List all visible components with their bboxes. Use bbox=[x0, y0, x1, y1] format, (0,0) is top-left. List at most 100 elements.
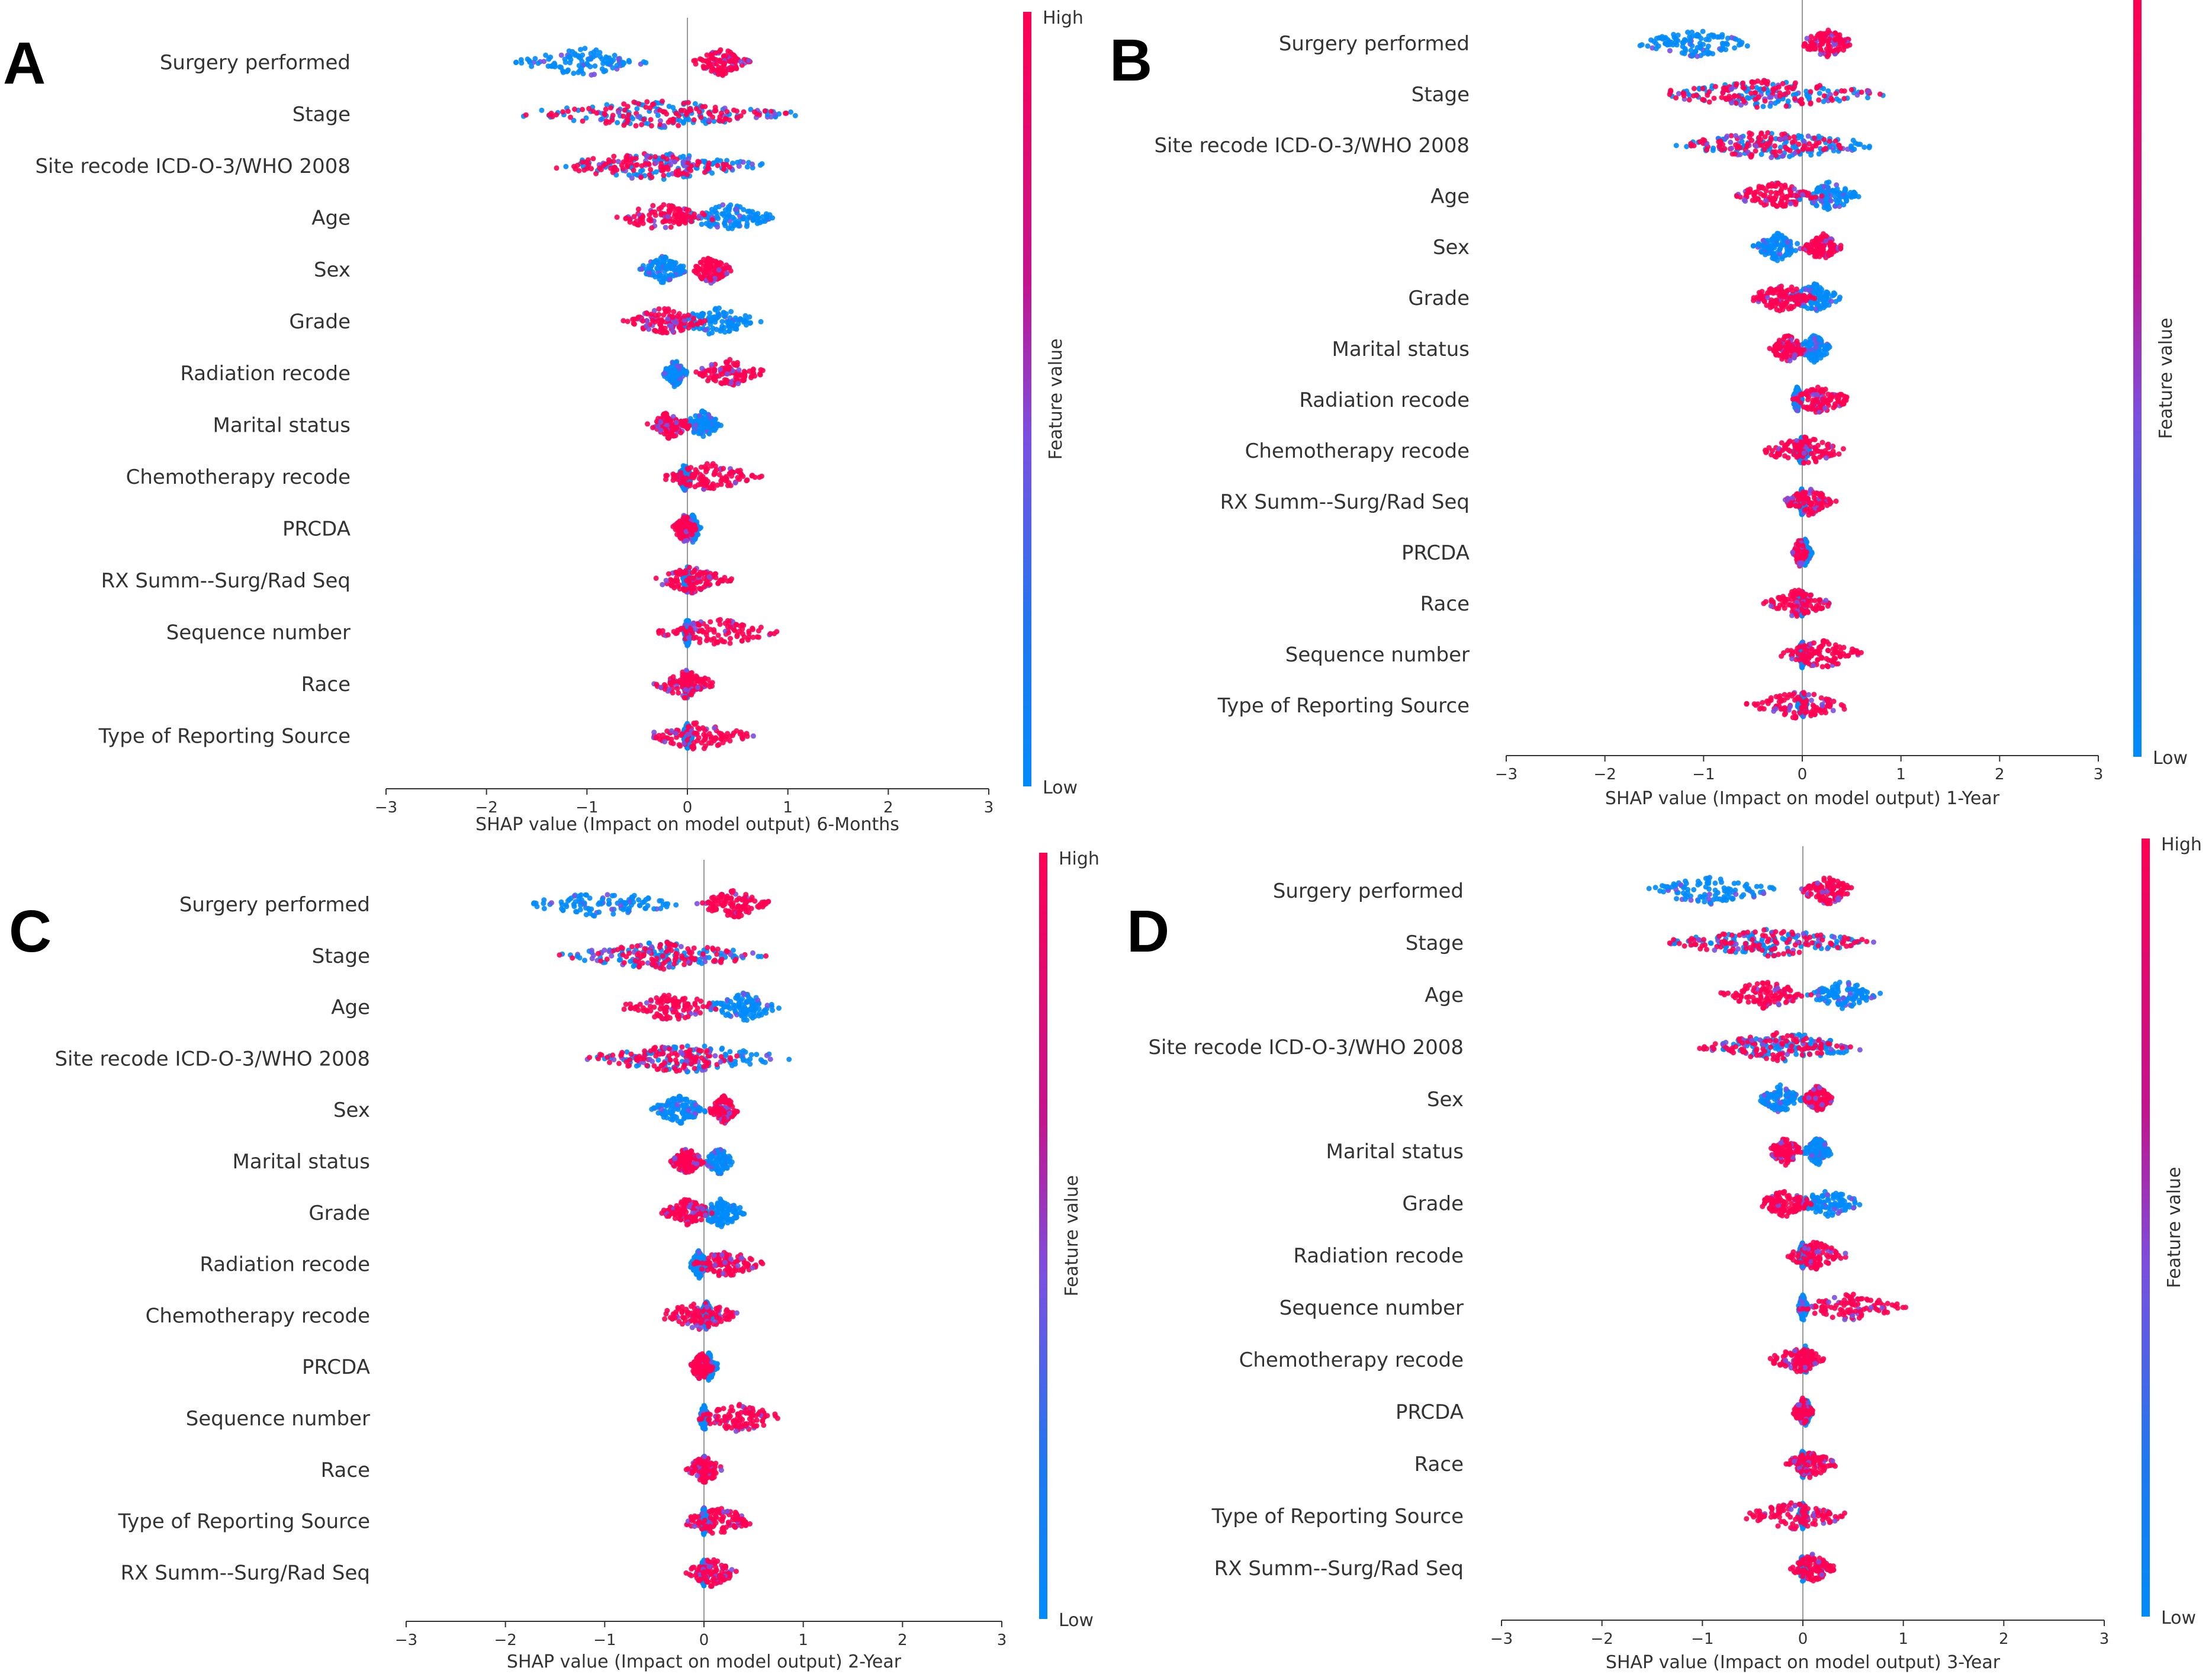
swarm-point bbox=[549, 114, 555, 120]
swarm-point bbox=[671, 433, 677, 439]
swarm-point bbox=[660, 582, 665, 587]
swarm-point bbox=[1823, 238, 1829, 244]
feature-label: Site recode ICD-O-3/WHO 2008 bbox=[35, 155, 351, 178]
swarm-point bbox=[676, 208, 682, 214]
swarm-point bbox=[735, 469, 741, 475]
swarm-point bbox=[715, 421, 721, 427]
swarm-point bbox=[723, 359, 729, 365]
swarm-point bbox=[679, 474, 685, 480]
swarm-point bbox=[1738, 102, 1744, 108]
swarm-point bbox=[792, 113, 798, 118]
swarm-point bbox=[1824, 195, 1830, 201]
swarm-point bbox=[686, 618, 692, 624]
swarm-point bbox=[1732, 151, 1738, 157]
swarm-point bbox=[1816, 151, 1822, 157]
swarm-point bbox=[1816, 97, 1822, 103]
swarm-point bbox=[1712, 83, 1718, 89]
swarm-point bbox=[732, 480, 738, 486]
swarm-point bbox=[738, 113, 744, 119]
swarm-point bbox=[715, 261, 721, 266]
swarm-point bbox=[661, 219, 667, 224]
swarm-point bbox=[721, 60, 727, 66]
swarm-point bbox=[1758, 130, 1764, 136]
swarm-point bbox=[700, 433, 706, 439]
swarm-point bbox=[580, 107, 586, 113]
swarm-point bbox=[705, 165, 711, 171]
swarm-point bbox=[576, 63, 582, 69]
swarm-point bbox=[1753, 97, 1758, 102]
swarm-point bbox=[1787, 153, 1792, 159]
swarm-point bbox=[698, 464, 704, 470]
swarm-point bbox=[716, 275, 722, 281]
swarm-point bbox=[706, 431, 712, 437]
swarm-point bbox=[712, 469, 718, 475]
swarm-point bbox=[690, 688, 696, 694]
swarm-point bbox=[721, 166, 727, 172]
swarm-point bbox=[1825, 49, 1831, 54]
swarm-point bbox=[715, 632, 721, 638]
swarm-point bbox=[722, 639, 728, 645]
swarm-point bbox=[750, 161, 755, 167]
swarm-point bbox=[1697, 45, 1703, 51]
swarm-point bbox=[742, 319, 748, 325]
swarm-point bbox=[702, 736, 708, 742]
swarm-point bbox=[719, 735, 725, 741]
swarm-point bbox=[661, 411, 667, 417]
swarm-point bbox=[599, 66, 605, 72]
swarm-point bbox=[670, 429, 676, 435]
swarm-point bbox=[731, 216, 737, 222]
swarm-point bbox=[1867, 143, 1872, 149]
swarm-point bbox=[1801, 146, 1806, 152]
swarm-point bbox=[735, 381, 741, 387]
swarm-point bbox=[1821, 98, 1827, 104]
swarm-point bbox=[747, 314, 753, 320]
swarm-point bbox=[1796, 142, 1802, 147]
swarm-point bbox=[670, 414, 676, 420]
swarm-point bbox=[558, 52, 564, 58]
swarm-point bbox=[681, 515, 687, 521]
swarm-point bbox=[1769, 246, 1774, 252]
swarm-point bbox=[720, 202, 726, 208]
swarm-point bbox=[639, 266, 645, 272]
swarm-point bbox=[1813, 357, 1819, 363]
swarm-point bbox=[1825, 42, 1831, 48]
swarm-point bbox=[1780, 153, 1786, 159]
swarm-point bbox=[1854, 92, 1860, 98]
swarm-point bbox=[655, 261, 661, 267]
swarm-point bbox=[1691, 86, 1697, 91]
swarm-point bbox=[733, 375, 739, 381]
swarm-point bbox=[721, 465, 726, 471]
swarm-point bbox=[1802, 294, 1808, 300]
swarm-point bbox=[1755, 78, 1761, 84]
swarm-point bbox=[1769, 197, 1774, 203]
swarm-point bbox=[671, 261, 677, 266]
swarm-point bbox=[696, 726, 702, 732]
swarm-point bbox=[686, 564, 692, 570]
swarm-point bbox=[614, 214, 620, 220]
swarm-point bbox=[671, 273, 676, 279]
swarm-point bbox=[646, 162, 652, 168]
swarm-point bbox=[1728, 86, 1734, 92]
swarm-point bbox=[668, 224, 674, 230]
swarm-point bbox=[1799, 101, 1805, 107]
swarm-point bbox=[641, 117, 647, 123]
swarm-point bbox=[667, 277, 673, 282]
swarm-point bbox=[731, 107, 737, 113]
swarm-point bbox=[616, 56, 622, 62]
swarm-point bbox=[757, 220, 763, 226]
swarm-point bbox=[1865, 89, 1871, 95]
swarm-point bbox=[1786, 85, 1792, 90]
swarm-point bbox=[1744, 191, 1750, 197]
swarm-point bbox=[1790, 288, 1796, 294]
swarm-point bbox=[1818, 402, 1824, 408]
feature-label: Stage bbox=[1412, 83, 1470, 107]
swarm-point bbox=[707, 310, 712, 316]
swarm-point bbox=[1807, 293, 1813, 298]
swarm-point bbox=[687, 585, 693, 591]
colorbar bbox=[1023, 12, 1031, 786]
swarm-point bbox=[670, 154, 676, 160]
swarm-point bbox=[1794, 407, 1800, 413]
swarm-point bbox=[1777, 246, 1783, 252]
swarm-point bbox=[695, 417, 701, 423]
swarm-point bbox=[1832, 403, 1838, 409]
